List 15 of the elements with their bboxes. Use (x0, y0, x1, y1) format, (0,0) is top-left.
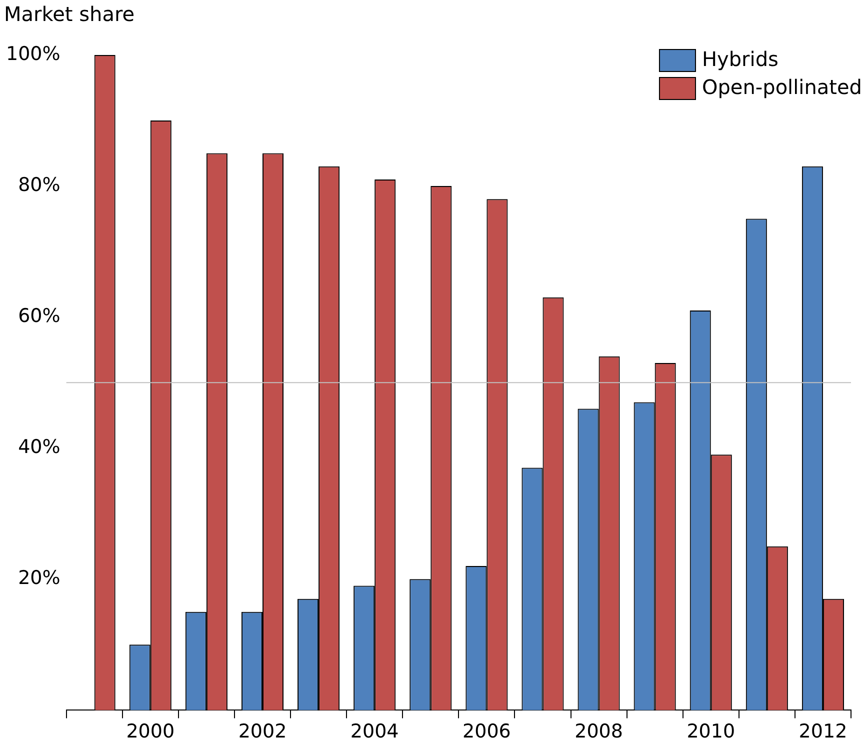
y-tick-label: 60% (18, 305, 60, 328)
legend-label: Hybrids (702, 47, 778, 72)
x-tick-label: 2002 (238, 720, 287, 743)
y-tick-label: 40% (18, 436, 60, 458)
x-tick-label: 2006 (462, 720, 511, 743)
y-tick-label: 80% (18, 174, 60, 196)
y-tick-label: 100% (6, 42, 60, 65)
y-axis-title: Market share (4, 2, 135, 26)
x-tick-label: 2000 (126, 720, 175, 743)
y-tick-label: 20% (18, 567, 60, 590)
legend-label: Open-pollinated (702, 75, 862, 100)
x-tick-label: 2010 (686, 720, 736, 743)
x-tick-label: 2004 (350, 720, 399, 743)
x-tick-label: 2012 (798, 720, 848, 743)
x-tick-label: 2008 (574, 720, 623, 743)
